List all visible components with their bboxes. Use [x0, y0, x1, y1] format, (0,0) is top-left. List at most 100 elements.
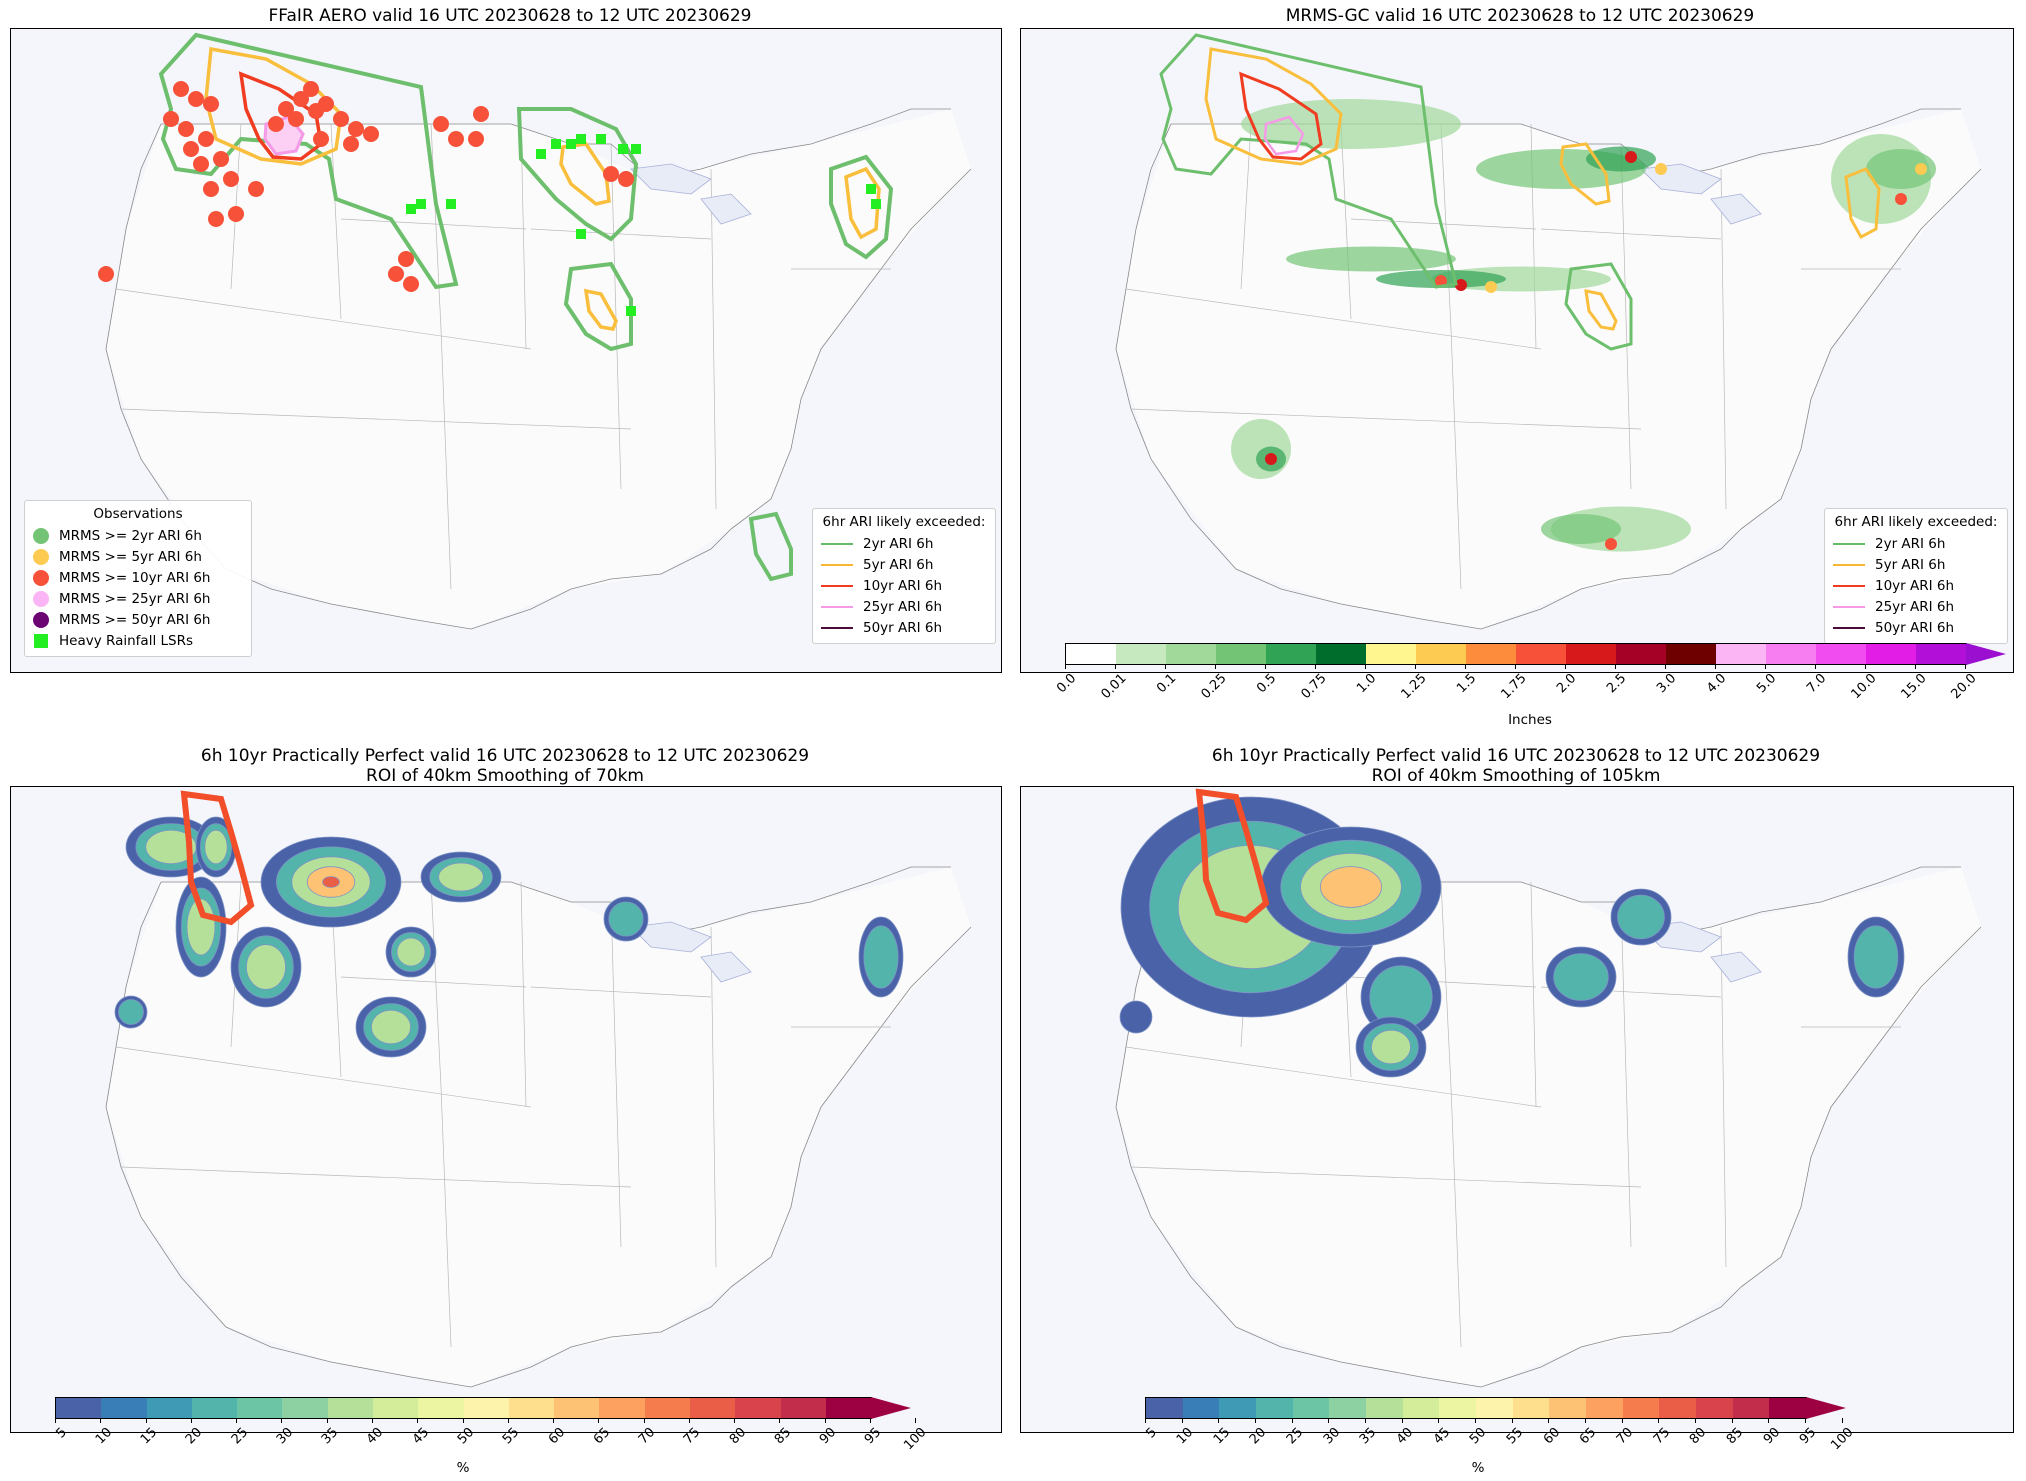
colorbar-tickmark: [100, 1418, 102, 1423]
precip-area: [1541, 514, 1621, 544]
colorbar-tickmark: [1665, 664, 1666, 669]
legend-label: MRMS >= 25yr ARI 6h: [59, 590, 211, 607]
colorbar-tickmark: [1291, 1418, 1293, 1423]
lsr-square: [446, 199, 456, 209]
state-border: [530, 228, 712, 240]
probability-contour: [1853, 925, 1899, 989]
colorbar-swatch: [1866, 644, 1916, 664]
ari-legend-label: 50yr ARI 6h: [1875, 619, 1955, 636]
panel3-map-svg: [11, 787, 1001, 1432]
panel2-map[interactable]: [1020, 28, 2014, 673]
ari-legend-label: 2yr ARI 6h: [863, 535, 934, 552]
colorbar-extend-arrow-icon: [1806, 1397, 1846, 1419]
colorbar-tickmark: [1841, 1418, 1843, 1423]
ari-2yr-contour-northwest: [1159, 33, 1458, 289]
ari-legend-label: 10yr ARI 6h: [1875, 577, 1955, 594]
colorbar-tickmark: [1265, 664, 1266, 669]
state-border: [610, 901, 622, 1248]
colorbar-tick-label: 3.0: [1654, 671, 1680, 697]
colorbar-tickmark: [688, 1418, 690, 1423]
colorbar-tick-label: 0.0: [1054, 671, 1080, 697]
obs-10yr-point: [433, 116, 449, 132]
ari-5yr-contour-northwest: [204, 46, 343, 166]
colorbar-tick-label: 1.75: [1498, 671, 1530, 703]
precip-field: [1231, 99, 1936, 552]
state-border: [440, 328, 452, 590]
colorbar-tick-label: 15.0: [1898, 671, 1930, 703]
colorbar-tickmark: [1515, 664, 1516, 669]
east-coastline: [730, 168, 972, 530]
colorbar-bar: [1065, 643, 1967, 665]
land-area: [1116, 109, 1981, 629]
ari-legend-label: 25yr ARI 6h: [1875, 598, 1955, 615]
colorbar-swatch: [101, 1398, 147, 1418]
panel3-title: 6h 10yr Practically Perfect valid 16 UTC…: [10, 746, 1000, 786]
colorbar-tickmark: [1585, 1418, 1586, 1423]
colorbar-tickmark: [915, 1418, 917, 1423]
ari-2yr-contour-northeast: [829, 154, 894, 260]
ari-legend-panel1: 6hr ARI likely exceeded: 2yr ARI 6h 5yr …: [812, 508, 996, 644]
obs-10yr-point: [288, 111, 304, 127]
colorbar-tickmark: [1815, 664, 1816, 669]
colorbar-tickmark: [824, 1418, 826, 1423]
obs-10yr-point: [603, 166, 619, 182]
state-border: [1240, 123, 1252, 290]
line-marker-icon: [1833, 626, 1865, 629]
state-border: [520, 881, 527, 1108]
colorbar-tickmark: [598, 1418, 600, 1423]
ari-10yr-contour: [238, 71, 323, 161]
basemap: [11, 787, 1001, 1432]
colorbar-tick-label: 2.0: [1554, 671, 1580, 697]
ari-legend-row: 50yr ARI 6h: [1833, 617, 1999, 638]
colorbar-tickmark: [1695, 1418, 1696, 1423]
colorbar-tickmark: [371, 1418, 373, 1423]
legend-row-25yr: MRMS >= 25yr ARI 6h: [33, 588, 243, 609]
colorbar-swatch: [327, 1398, 373, 1418]
gulf-coastline: [270, 1286, 732, 1388]
colorbar-swatch: [56, 1398, 102, 1418]
observations-legend: Observations MRMS >= 2yr ARI 6h MRMS >= …: [24, 500, 252, 657]
land-area: [106, 867, 971, 1387]
probability-contour: [608, 901, 644, 937]
state-border: [340, 976, 527, 988]
obs-10yr-point: [403, 276, 419, 292]
state-border: [1130, 1166, 1642, 1188]
precip-area: [1231, 419, 1291, 479]
panel4-map[interactable]: [1020, 786, 2014, 1433]
state-border: [340, 218, 527, 230]
probability-contour: [118, 999, 144, 1025]
colorbar-swatch: [463, 1398, 509, 1418]
ari-legend-label: 10yr ARI 6h: [863, 577, 943, 594]
colorbar-tickmark: [1768, 1418, 1770, 1423]
colorbar-bar: [1145, 1397, 1807, 1419]
lsr-square: [626, 306, 636, 316]
colorbar-tickmark: [1401, 1418, 1403, 1423]
ari-legend-label: 5yr ARI 6h: [1875, 556, 1946, 573]
panel2-map-svg: [1021, 29, 2013, 672]
colorbar-tickmark: [1181, 1418, 1183, 1423]
obs-10yr-point: [618, 171, 634, 187]
state-border: [1450, 1086, 1462, 1348]
colorbar-tickmark: [1438, 1418, 1440, 1423]
state-border: [120, 1166, 632, 1188]
precip-core: [1265, 453, 1277, 465]
colorbar-tickmark: [1731, 1418, 1733, 1423]
panel3-map[interactable]: [10, 786, 1002, 1433]
ari-5yr-contour-iowa: [583, 288, 618, 331]
ari-legend-row: 50yr ARI 6h: [821, 617, 987, 638]
legend-row-lsr: Heavy Rainfall LSRs: [33, 630, 243, 651]
precip-area: [1286, 246, 1456, 272]
colorbar-tickmark: [1115, 664, 1116, 669]
state-border: [1620, 901, 1632, 1248]
circle-marker-icon: [33, 548, 49, 565]
colorbar-tick-label: 0.25: [1198, 671, 1230, 703]
west-coastline: [105, 881, 272, 1348]
east-coastline: [730, 926, 972, 1288]
ari-legend-row: 10yr ARI 6h: [821, 575, 987, 596]
legend-label: Heavy Rainfall LSRs: [59, 632, 193, 649]
colorbar-swatch: [1616, 644, 1666, 664]
colorbar-tickmark: [1145, 1418, 1146, 1423]
obs-10yr-point: [473, 106, 489, 122]
obs-10yr-point: [163, 111, 179, 127]
great-lakes: [630, 921, 712, 953]
